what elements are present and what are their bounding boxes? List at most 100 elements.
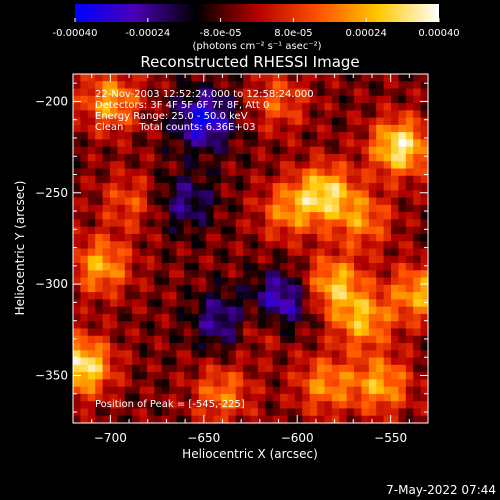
heatmap-cell — [317, 364, 326, 373]
heatmap-cell — [339, 139, 348, 148]
heatmap-cell — [265, 183, 274, 191]
heatmap-cell — [154, 132, 163, 141]
heatmap-cell — [220, 263, 229, 271]
heatmap-cell — [287, 255, 296, 264]
heatmap-cell — [124, 263, 133, 271]
heatmap-cell — [420, 233, 429, 242]
heatmap-cell — [257, 81, 266, 90]
heatmap-cell — [405, 81, 414, 90]
heatmap-cell — [354, 255, 363, 264]
heatmap-cell — [213, 88, 222, 97]
heatmap-cell — [220, 124, 229, 133]
heatmap-cell — [95, 124, 104, 133]
heatmap-cell — [294, 168, 303, 177]
heatmap-cell — [287, 95, 296, 104]
heatmap-cell — [146, 197, 155, 206]
heatmap-cell — [95, 393, 104, 402]
heatmap-cell — [383, 110, 392, 119]
heatmap-cell — [198, 117, 207, 126]
heatmap-cell — [287, 328, 296, 337]
heatmap-cell — [294, 190, 303, 199]
heatmap-cell — [213, 306, 222, 315]
heatmap-cell — [280, 292, 289, 300]
heatmap-cell — [287, 103, 296, 111]
heatmap-cell — [346, 393, 355, 402]
annotation-time-range: 22-Nov-2003 12:52:24.000 to 12:58:24.000 — [95, 89, 314, 100]
heatmap-cell — [132, 161, 141, 170]
heatmap-cell — [146, 219, 155, 228]
heatmap-cell — [361, 255, 370, 264]
heatmap-cell — [250, 124, 259, 133]
heatmap-cell — [265, 175, 274, 184]
heatmap-cell — [420, 364, 429, 373]
heatmap-cell — [309, 233, 318, 242]
heatmap-cell — [265, 372, 274, 380]
heatmap-cell — [183, 357, 192, 366]
heatmap-cell — [206, 226, 215, 235]
annotation-energy-range: Energy Range: 25.0 - 50.0 keV — [95, 111, 248, 122]
heatmap-cell — [265, 74, 274, 82]
heatmap-cell — [161, 357, 170, 366]
heatmap-cell — [117, 248, 126, 257]
heatmap-cell — [413, 168, 422, 177]
heatmap-cell — [250, 255, 259, 264]
heatmap-cell — [317, 350, 326, 359]
heatmap-cell — [191, 313, 200, 322]
heatmap-cell — [117, 299, 126, 308]
heatmap-cell — [95, 350, 104, 359]
heatmap-cell — [132, 175, 141, 184]
heatmap-cell — [154, 343, 163, 351]
heatmap-cell — [117, 270, 126, 279]
heatmap-cell — [317, 168, 326, 177]
heatmap-cell — [339, 175, 348, 184]
heatmap-cell — [339, 226, 348, 235]
heatmap-cell — [213, 386, 222, 395]
heatmap-cell — [198, 183, 207, 191]
heatmap-cell — [95, 248, 104, 257]
heatmap-cell — [73, 226, 81, 235]
heatmap-cell — [80, 335, 89, 344]
heatmap-cell — [354, 292, 363, 300]
heatmap-cell — [206, 313, 215, 322]
heatmap-cell — [117, 313, 126, 322]
heatmap-cell — [169, 81, 178, 90]
heatmap-cell — [95, 357, 104, 366]
heatmap-cell — [317, 110, 326, 119]
heatmap-cell — [154, 277, 163, 286]
heatmap-cell — [324, 233, 333, 242]
heatmap-cell — [361, 321, 370, 330]
heatmap-cell — [361, 284, 370, 293]
heatmap-cell — [280, 321, 289, 330]
heatmap-cell — [95, 204, 104, 213]
heatmap-cell — [235, 219, 244, 228]
heatmap-cell — [383, 328, 392, 337]
heatmap-cell — [398, 364, 407, 373]
heatmap-cell — [309, 321, 318, 330]
heatmap-cell — [317, 95, 326, 104]
heatmap-cell — [265, 95, 274, 104]
heatmap-cell — [243, 313, 252, 322]
heatmap-cell — [213, 270, 222, 279]
heatmap-cell — [235, 226, 244, 235]
heatmap-cell — [354, 386, 363, 395]
heatmap-cell — [228, 270, 237, 279]
heatmap-cell — [161, 284, 170, 293]
heatmap-cell — [324, 204, 333, 213]
heatmap-cell — [117, 226, 126, 235]
heatmap-cell — [213, 299, 222, 308]
heatmap-cell — [361, 175, 370, 184]
annotation-detectors: Detectors: 3F 4F 5F 6F 7F 8F, Att 0 — [95, 100, 269, 111]
heatmap-cell — [117, 197, 126, 206]
heatmap-cell — [361, 146, 370, 155]
heatmap-cell — [220, 81, 229, 90]
heatmap-cell — [87, 306, 96, 315]
heatmap-cell — [191, 343, 200, 351]
heatmap-cell — [413, 226, 422, 235]
heatmap-cell — [235, 255, 244, 264]
heatmap-cell — [398, 117, 407, 126]
heatmap-cell — [265, 393, 274, 402]
heatmap-cell — [109, 386, 118, 395]
heatmap-cell — [331, 270, 340, 279]
heatmap-cell — [95, 110, 104, 119]
heatmap-cell — [235, 132, 244, 141]
